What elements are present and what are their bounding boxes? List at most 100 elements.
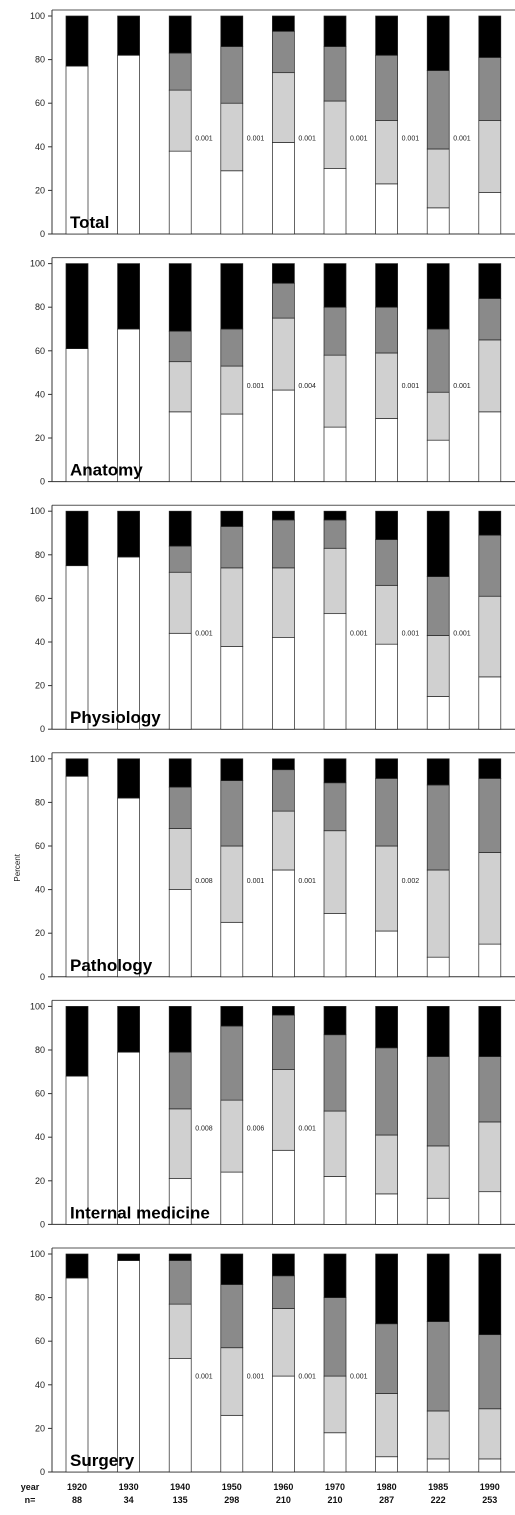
bar-segment <box>168 571 192 634</box>
bar-segment <box>478 1458 502 1473</box>
bar-segment <box>323 1375 347 1434</box>
bar-segment <box>65 510 89 567</box>
bar-segment <box>117 54 140 235</box>
x-tick-label-n: 222 <box>431 1495 446 1505</box>
bar-segment <box>478 758 502 779</box>
bar-segment <box>323 913 347 978</box>
bar-segment <box>220 1025 244 1101</box>
bar-segment <box>272 1006 295 1016</box>
bar-segment <box>168 632 192 730</box>
bar-segment <box>272 769 295 812</box>
panel-title: Internal medicine <box>70 1203 210 1222</box>
significance-label: 0.001 <box>195 630 213 637</box>
bar-segment <box>220 1006 244 1027</box>
y-tick-label: 0 <box>40 972 45 982</box>
bar-segment <box>272 1275 295 1309</box>
bar-segment <box>168 1051 192 1110</box>
bar-segment <box>478 192 502 235</box>
bar-segment <box>220 758 244 781</box>
bar-segment <box>375 352 398 419</box>
x-tick-label-n: 287 <box>379 1495 394 1505</box>
bar-segment <box>426 784 450 871</box>
bar-segment <box>220 413 244 482</box>
bar-segment <box>168 510 192 547</box>
bar-segment <box>272 317 295 391</box>
bar-segment <box>117 510 140 558</box>
bar-segment <box>168 545 192 573</box>
bar-segment <box>375 1393 398 1458</box>
y-tick-label: 0 <box>40 477 45 487</box>
bar-segment <box>478 534 502 597</box>
bar-segment <box>375 845 398 932</box>
y-tick-label: 0 <box>40 724 45 734</box>
y-tick-label: 80 <box>35 55 45 65</box>
bar-segment <box>375 1134 398 1195</box>
bar-segment <box>272 637 295 730</box>
bar-segment <box>478 852 502 945</box>
bar-segment <box>426 15 450 71</box>
bar-segment <box>272 389 295 482</box>
x-tick-label-year: 1960 <box>273 1482 293 1492</box>
bar-segment <box>375 418 398 482</box>
significance-label: 0.001 <box>298 1126 316 1133</box>
y-tick-label: 100 <box>30 11 45 21</box>
bar-segment <box>426 758 450 786</box>
bar-segment <box>272 263 295 284</box>
significance-label: 0.001 <box>195 1373 213 1380</box>
bar-segment <box>168 786 192 829</box>
bar-segment <box>272 758 295 771</box>
bar-segment <box>426 328 450 393</box>
bar-segment <box>65 758 89 777</box>
y-tick-label: 80 <box>35 797 45 807</box>
bar-segment <box>220 845 244 923</box>
bar-segment <box>65 1277 89 1473</box>
x-tick-label-year: 1980 <box>377 1482 397 1492</box>
x-tick-label-n: 298 <box>224 1495 239 1505</box>
bar-segment <box>323 263 347 308</box>
bar-segment <box>272 282 295 319</box>
bar-segment <box>375 15 398 56</box>
y-tick-label: 60 <box>35 841 45 851</box>
significance-label: 0.001 <box>298 135 316 142</box>
bar-segment <box>323 306 347 356</box>
bar-segment <box>65 15 89 67</box>
bar-segment <box>220 1347 244 1416</box>
significance-label: 0.001 <box>195 135 213 142</box>
y-tick-label: 20 <box>35 681 45 691</box>
bar-segment <box>168 15 192 54</box>
significance-label: 0.006 <box>247 1126 265 1133</box>
bar-segment <box>117 1051 140 1225</box>
bar-segment <box>220 15 244 47</box>
y-tick-label: 40 <box>35 885 45 895</box>
bar-segment <box>375 54 398 121</box>
bar-segment <box>272 1253 295 1277</box>
x-tick-label-year: 1990 <box>480 1482 500 1492</box>
bar-segment <box>168 361 192 413</box>
bar-segment <box>323 758 347 784</box>
bar-segment <box>426 207 450 235</box>
y-tick-label: 40 <box>35 142 45 152</box>
bar-segment <box>168 1260 192 1305</box>
significance-label: 0.001 <box>350 1373 368 1380</box>
y-tick-label: 100 <box>30 1249 45 1259</box>
bar-segment <box>168 1358 192 1473</box>
bar-segment <box>220 1414 244 1473</box>
bar-segment <box>375 1323 398 1394</box>
bar-segment <box>65 263 89 349</box>
bar-segment <box>323 168 347 235</box>
significance-label: 0.001 <box>453 383 471 390</box>
y-tick-label: 40 <box>35 389 45 399</box>
y-tick-label: 20 <box>35 185 45 195</box>
x-tick-label-n: 34 <box>124 1495 134 1505</box>
bar-segment <box>375 778 398 847</box>
bar-segment <box>375 1456 398 1473</box>
bar-segment <box>478 676 502 730</box>
x-tick-label-n: 210 <box>327 1495 342 1505</box>
x-tick-label-year: 1920 <box>67 1482 87 1492</box>
y-tick-label: 20 <box>35 1176 45 1186</box>
bar-segment <box>272 30 295 74</box>
y-tick-label: 100 <box>30 506 45 516</box>
bar-segment <box>375 183 398 235</box>
bar-segment <box>426 1006 450 1057</box>
y-axis-label: Percent <box>13 853 22 881</box>
